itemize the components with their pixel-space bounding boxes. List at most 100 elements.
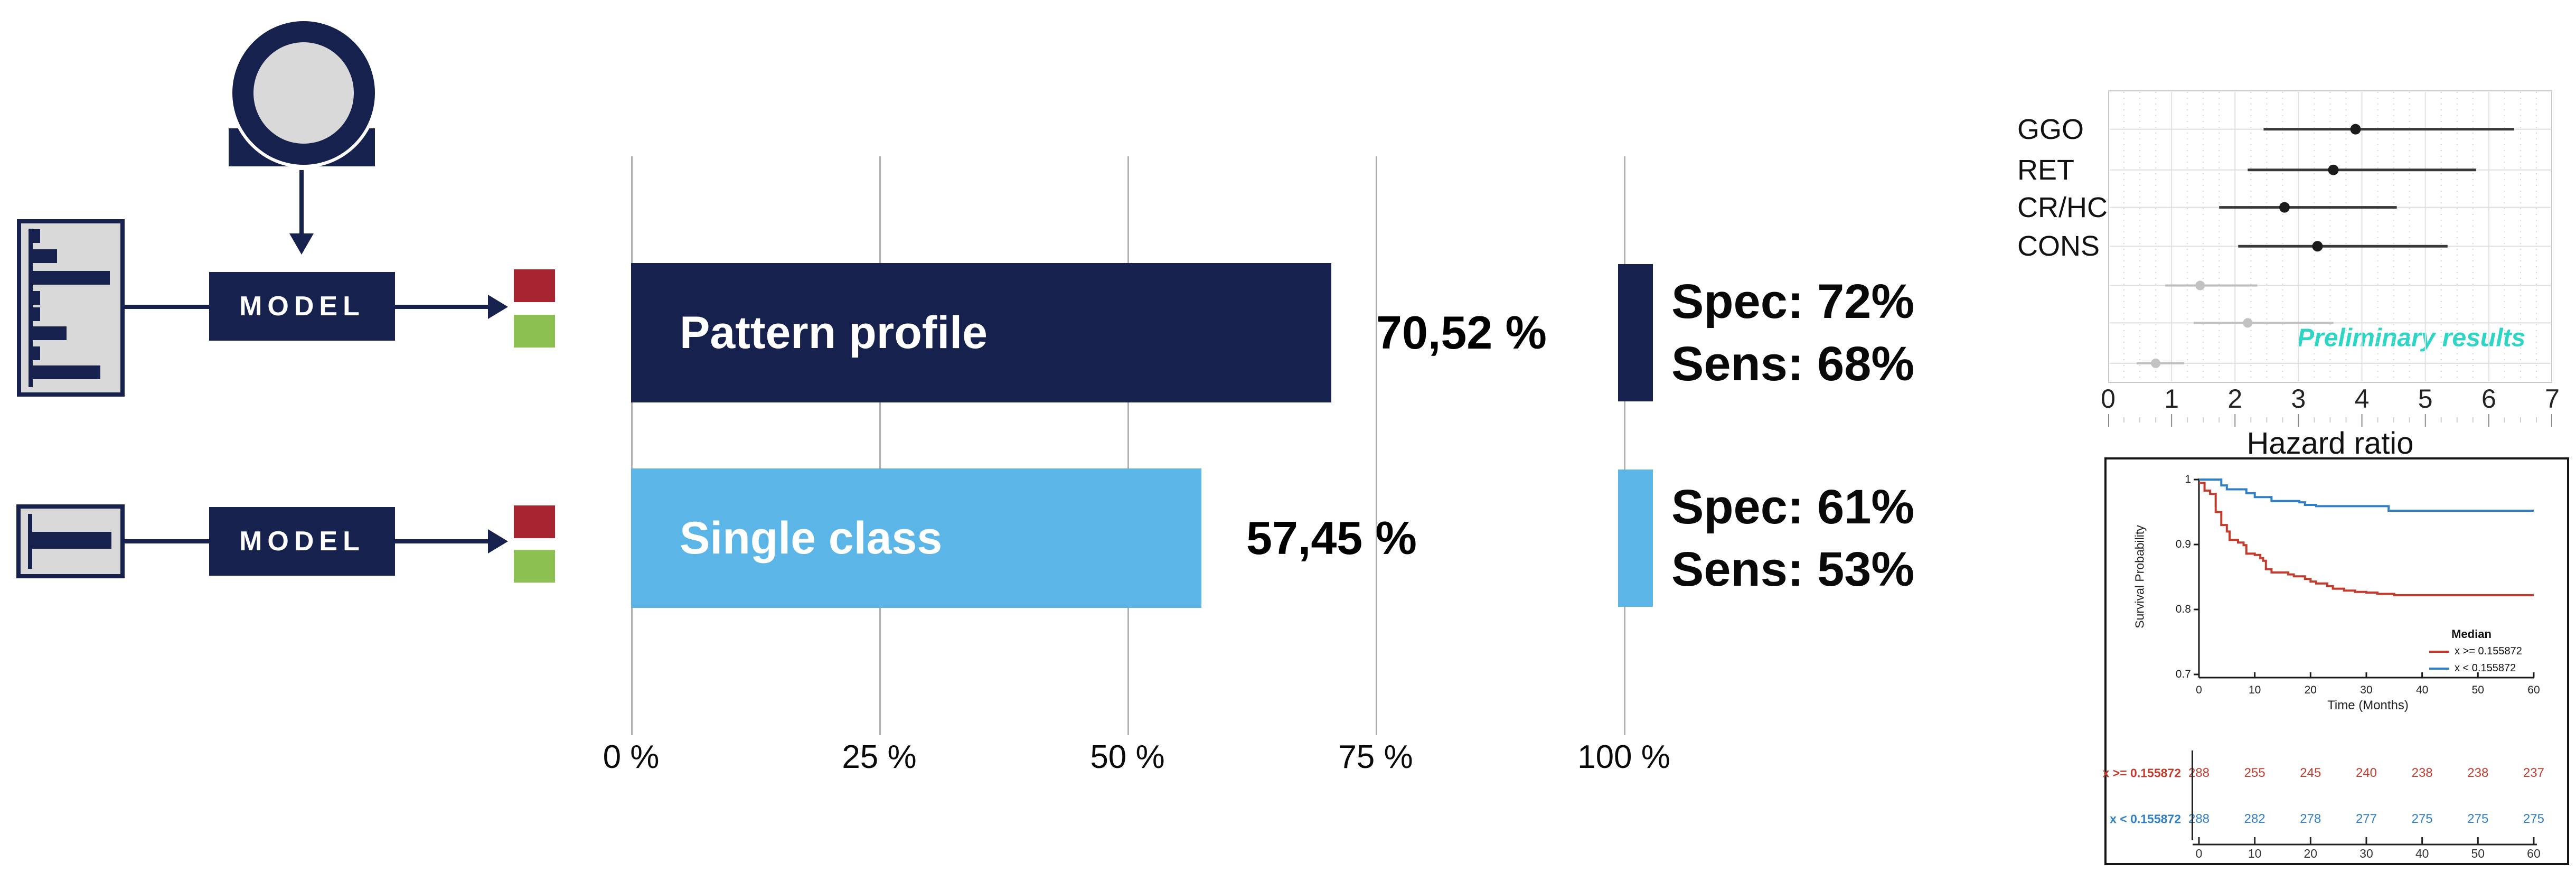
forest-x-tick: 0 <box>2101 384 2116 414</box>
risk-table-row-label: x >= 0.155872 <box>2102 766 2181 780</box>
survival-plot-panel <box>2104 457 2569 865</box>
data-bar-single-class: Single class <box>631 468 1201 608</box>
right-arrow-head-icon <box>488 295 508 319</box>
km-legend-label: x < 0.155872 <box>2455 662 2516 674</box>
data-bar-pattern-profile: Pattern profile <box>631 263 1331 402</box>
risk-table-value: 245 <box>2300 766 2321 780</box>
bar-chart-gridline <box>879 156 881 735</box>
single-class-histogram-icon <box>16 504 125 578</box>
forest-row-label: GGO <box>2017 113 2084 145</box>
km-x-tick: 40 <box>2415 684 2429 696</box>
km-x-tick: 10 <box>2248 684 2261 696</box>
histogram-bar <box>32 532 111 549</box>
model-box-2: MODEL <box>209 507 395 576</box>
model-box-1: MODEL <box>209 272 395 341</box>
km-x-tick: 60 <box>2527 684 2540 696</box>
km-x-axis-label: Time (Months) <box>2327 698 2409 712</box>
risk-table-value: 277 <box>2355 812 2377 826</box>
risk-table-value: 288 <box>2188 766 2210 780</box>
bar-chart-x-tick: 25 % <box>842 739 917 775</box>
bar-chart-gridline <box>631 156 633 735</box>
histogram-bar <box>33 365 100 379</box>
forest-x-tick: 3 <box>2291 384 2306 414</box>
risk-table-x-tick: 50 <box>2471 847 2485 860</box>
forest-x-tick: 4 <box>2354 384 2370 414</box>
bar-chart-x-tick: 75 % <box>1338 739 1413 775</box>
km-x-tick: 50 <box>2471 684 2484 696</box>
risk-table-separator <box>2192 750 2193 840</box>
arrow-line <box>395 539 488 543</box>
risk-table-value: 237 <box>2523 766 2544 780</box>
connector-line <box>125 539 209 543</box>
risk-table-value: 278 <box>2300 812 2321 826</box>
km-legend-entry: x < 0.155872 <box>2429 662 2516 674</box>
right-arrow-head-icon <box>488 529 508 553</box>
km-y-tick: 0.7 <box>2175 668 2191 680</box>
forest-minor-tick-strip <box>2108 414 2552 427</box>
down-arrow-head-icon <box>289 233 314 255</box>
histogram-bar <box>33 326 67 340</box>
histogram-axis <box>28 514 32 569</box>
forest-plot-svg <box>2108 90 2552 383</box>
forest-x-tick: 6 <box>2481 384 2496 414</box>
forest-row-label: CR/HC <box>2017 191 2108 223</box>
km-curve <box>2199 482 2534 596</box>
histogram-bar <box>33 346 40 360</box>
forest-row-label: CONS <box>2017 230 2100 262</box>
km-legend-line-icon <box>2429 650 2449 653</box>
bar-chart-gridline <box>1127 156 1129 735</box>
hazard-ratio-point <box>2350 124 2361 135</box>
sens-value: Sens: 68% <box>1671 337 1915 391</box>
histogram-bar <box>33 291 40 305</box>
stat-swatch <box>1618 264 1653 401</box>
km-x-tick: 20 <box>2304 684 2317 696</box>
km-y-tick: 0.9 <box>2175 538 2191 550</box>
arrow-line <box>395 305 488 309</box>
risk-table-value: 255 <box>2244 766 2265 780</box>
km-legend-title: Median <box>2451 627 2492 641</box>
risk-table-value: 238 <box>2411 766 2433 780</box>
risk-table-x-tick: 40 <box>2415 847 2429 860</box>
km-legend-entry: x >= 0.155872 <box>2429 645 2522 658</box>
risk-table-x-tick: 60 <box>2527 847 2541 860</box>
forest-x-tick: 1 <box>2164 384 2179 414</box>
hazard-ratio-point <box>2328 164 2339 175</box>
pattern-histogram-icon <box>17 219 125 397</box>
risk-table-value: 240 <box>2355 766 2377 780</box>
risk-table-value: 288 <box>2188 812 2210 826</box>
bar-chart-x-tick: 100 % <box>1577 739 1670 775</box>
forest-x-tick: 2 <box>2227 384 2243 414</box>
risk-table-value: 275 <box>2523 812 2544 826</box>
bar-value-label: 57,45 % <box>1246 512 1417 564</box>
forest-x-axis-label: Hazard ratio <box>2246 426 2414 461</box>
risk-table-axis <box>2193 837 2537 846</box>
histogram-axis <box>29 229 33 387</box>
risk-table-x-tick: 0 <box>2195 847 2203 860</box>
forest-x-tick: 7 <box>2545 384 2560 414</box>
risk-table-value: 275 <box>2411 812 2433 826</box>
class-green-swatch <box>514 550 555 583</box>
risk-table-value: 282 <box>2244 812 2265 826</box>
km-plot-svg <box>2194 478 2535 679</box>
class-red-swatch <box>514 505 555 538</box>
bar-chart-gridline <box>1624 156 1625 735</box>
histogram-bar <box>33 307 40 321</box>
histogram-bar <box>33 249 57 263</box>
forest-x-tick: 5 <box>2418 384 2433 414</box>
lens-ring <box>232 21 375 165</box>
sens-value: Sens: 53% <box>1671 542 1915 596</box>
stat-swatch <box>1618 470 1653 607</box>
bar-label: Single class <box>680 512 943 564</box>
hazard-ratio-point <box>2243 318 2253 328</box>
hazard-ratio-point <box>2312 241 2323 252</box>
spec-value: Spec: 61% <box>1671 480 1915 534</box>
hazard-ratio-point <box>2279 202 2290 213</box>
spec-sens-block: Spec: 72% Sens: 68% <box>1671 270 1914 395</box>
spec-value: Spec: 72% <box>1671 275 1915 329</box>
km-x-tick: 0 <box>2196 684 2202 696</box>
km-x-tick: 30 <box>2360 684 2373 696</box>
risk-table-value: 275 <box>2467 812 2489 826</box>
km-y-tick: 1 <box>2185 473 2191 485</box>
bar-chart-x-tick: 0 % <box>603 739 660 775</box>
